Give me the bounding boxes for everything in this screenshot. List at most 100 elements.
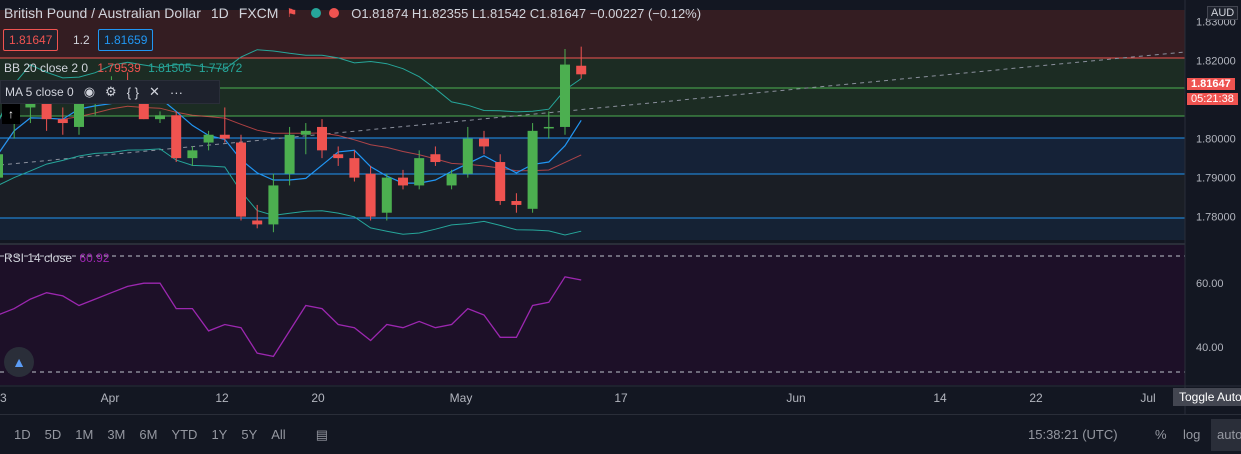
candle-body: [74, 103, 84, 127]
currency-label: AUD: [1207, 6, 1239, 20]
date-tick-label: 17: [614, 391, 628, 405]
candle-body: [317, 126, 327, 151]
candle-body: [0, 154, 3, 178]
candle-body: [333, 154, 344, 159]
candle-body: [284, 134, 295, 174]
rsi-label: RSI 14 close: [4, 251, 73, 265]
rsi-pane-bg: [0, 245, 1185, 385]
interval[interactable]: 1D: [210, 5, 229, 21]
log-toggle[interactable]: log: [1183, 427, 1201, 442]
candle-body: [479, 138, 489, 147]
auto-toggle[interactable]: auto: [1211, 419, 1241, 451]
price-tick-label: 1.80000: [1196, 134, 1236, 146]
range-5y[interactable]: 5Y: [241, 427, 258, 442]
candle-body: [219, 134, 230, 139]
status-dot-alt-icon: [329, 8, 340, 18]
range-all[interactable]: All: [271, 427, 286, 442]
bottom-toolbar: 1D 5D 1M 3M 6M YTD 1Y 5Y All ▤ 15:38:21 …: [0, 414, 1241, 454]
candle-body: [414, 158, 425, 186]
candle-body: [236, 142, 246, 217]
date-tick-label: Apr: [101, 391, 120, 405]
flag-icon[interactable]: ⚑: [286, 6, 298, 20]
sell-price-box[interactable]: 1.81647: [3, 29, 59, 51]
tradingview-logo-icon[interactable]: ▲: [4, 347, 34, 377]
symbol-name[interactable]: British Pound / Australian Dollar: [4, 5, 201, 21]
buy-price-box[interactable]: 1.81659: [98, 29, 154, 51]
bb-lower-line: [0, 148, 582, 236]
candle-body: [446, 173, 457, 186]
chart-header: British Pound / Australian Dollar 1D FXC…: [0, 0, 701, 26]
range-3m[interactable]: 3M: [107, 427, 126, 442]
date-tick-label: 14: [933, 391, 947, 405]
candle-body: [430, 154, 441, 163]
price-tick-label: 1.82000: [1196, 56, 1236, 68]
countdown-tag: 05:21:38: [1187, 93, 1238, 105]
range-1m[interactable]: 1M: [75, 427, 94, 442]
candle-body: [349, 158, 360, 178]
zone-resistance: [0, 10, 1185, 58]
ohlc-values: O1.81874 H1.82355 L1.81542 C1.81647 −0.0…: [351, 5, 702, 21]
eye-icon[interactable]: ◉: [83, 84, 96, 99]
price-axis[interactable]: [1185, 0, 1241, 414]
trend-line[interactable]: [0, 51, 1186, 166]
utc-time[interactable]: 15:38:21 (UTC): [1028, 427, 1118, 442]
rsi-line: [0, 276, 582, 358]
percent-toggle[interactable]: %: [1155, 427, 1167, 442]
source-code-icon[interactable]: { }: [126, 84, 139, 100]
candle-body: [252, 220, 263, 225]
date-tick-label: Jul: [1140, 391, 1155, 405]
more-icon[interactable]: ···: [169, 84, 183, 100]
toggle-auto-tooltip: Toggle Auto: [1173, 388, 1241, 406]
candle-body: [300, 130, 311, 135]
bb-legend[interactable]: BB 20 close 2 0 1.79539 1.81505 1.77572: [4, 61, 242, 75]
date-tick-label-partial: 3: [0, 391, 7, 405]
rsi-legend[interactable]: RSI 14 close 60.92: [4, 251, 109, 265]
bb-value-upper: 1.79539: [97, 61, 141, 75]
candle-body: [203, 134, 214, 143]
candle-body: [495, 162, 506, 202]
gear-icon[interactable]: ⚙: [105, 84, 117, 99]
candle-body: [171, 115, 182, 159]
arrow-up-icon[interactable]: ↑: [2, 104, 20, 124]
price-tick-label: 1.79000: [1196, 173, 1236, 185]
data-source: FXCM: [238, 5, 279, 21]
rsi-value: 60.92: [79, 251, 110, 265]
calendar-range-icon[interactable]: ▤: [315, 426, 328, 442]
bb-label: BB 20 close 2 0: [4, 61, 89, 75]
ma-label: MA 5 close 0: [5, 85, 74, 99]
bb-upper-line: [0, 49, 582, 120]
date-tick-label: May: [450, 391, 473, 405]
candle-body: [155, 115, 165, 120]
current-price-tag: 1.81647: [1187, 78, 1235, 90]
date-tick-label: 20: [311, 391, 325, 405]
ma-legend[interactable]: MA 5 close 0 ◉ ⚙ { } ✕ ···: [0, 80, 220, 104]
candle-body: [576, 65, 587, 75]
candle-body: [365, 173, 376, 217]
bb-value-lower: 1.77572: [198, 61, 243, 75]
rsi-tick-label: 40.00: [1196, 342, 1224, 354]
spread-value: 1.2: [73, 33, 90, 47]
rsi-tick-label: 60.00: [1196, 278, 1224, 290]
date-tick-label: 12: [215, 391, 229, 405]
status-dot-icon: [311, 8, 322, 18]
range-ytd[interactable]: YTD: [171, 427, 198, 442]
price-tick-label: 1.78000: [1196, 212, 1236, 224]
range-6m[interactable]: 6M: [139, 427, 158, 442]
range-1y[interactable]: 1Y: [211, 427, 228, 442]
bb-value-mid: 1.81505: [148, 61, 192, 75]
candle-body: [527, 130, 538, 209]
close-icon[interactable]: ✕: [149, 84, 160, 99]
candle-body: [511, 201, 522, 205]
date-tick-label: Jun: [786, 391, 805, 405]
range-1d[interactable]: 1D: [14, 427, 31, 442]
candle-body: [187, 150, 198, 159]
candle-body: [41, 99, 52, 120]
candle-body: [381, 177, 392, 213]
zone-bottom-blue: [0, 218, 1185, 240]
rsi-series: [0, 276, 582, 358]
candle-body: [268, 185, 279, 225]
date-tick-label: 22: [1029, 391, 1043, 405]
candle-body: [462, 138, 473, 174]
range-5d[interactable]: 5D: [44, 427, 62, 442]
